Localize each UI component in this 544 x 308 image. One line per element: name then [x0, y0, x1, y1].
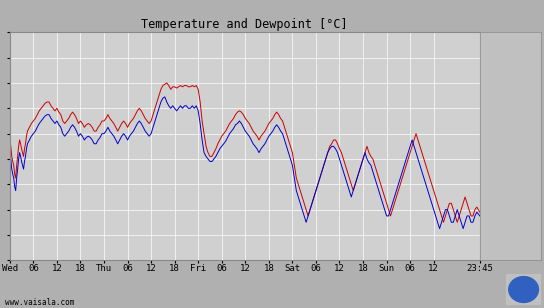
Text: www.vaisala.com: www.vaisala.com	[5, 298, 75, 307]
Title: Temperature and Dewpoint [°C]: Temperature and Dewpoint [°C]	[141, 18, 348, 31]
Circle shape	[509, 277, 539, 302]
